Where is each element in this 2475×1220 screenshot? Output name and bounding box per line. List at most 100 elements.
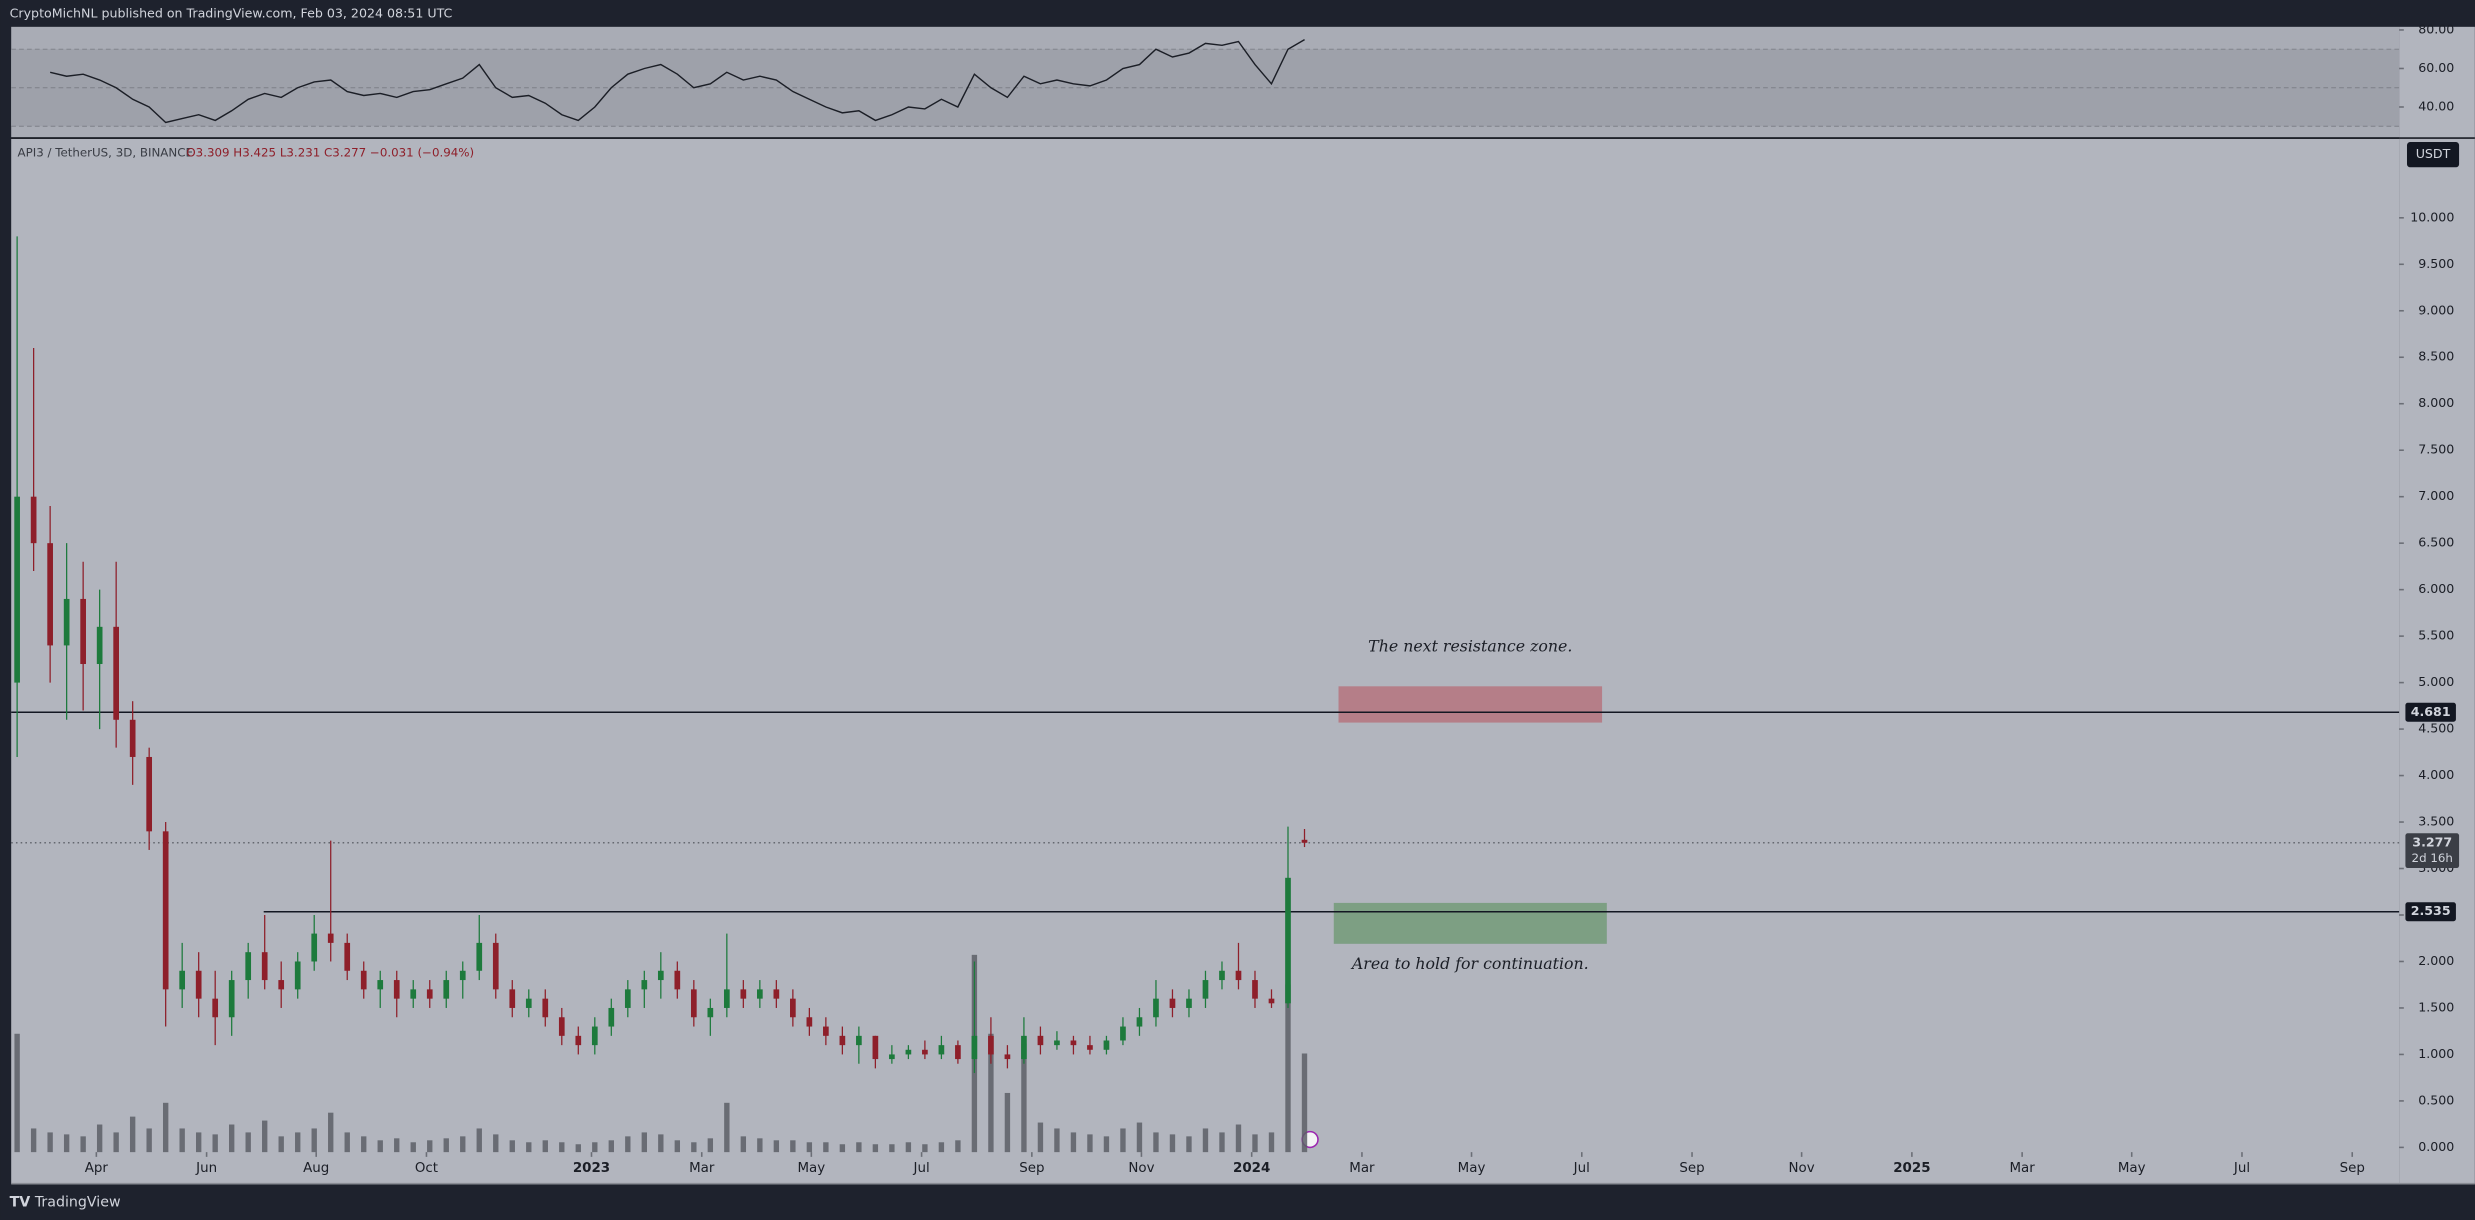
legend: API3 / TetherUS, 3D, BINANCE O3.309 H3.4… [18,146,475,160]
candle-body [839,1035,846,1046]
volume-bar [179,1128,185,1153]
brand: TradingView [34,1195,121,1211]
candle-body [988,1035,994,1055]
zone-label: The next resistance zone. [1368,637,1572,656]
volume-bar [823,1142,829,1153]
rsi-tick-label: 60.00 [2418,60,2454,75]
candle-body [63,598,70,646]
y-tick-label: 2.000 [2418,953,2454,968]
x-tick-label: Sep [2340,1161,2365,1176]
volume-bar [740,1136,747,1153]
currency-badge [2406,142,2460,168]
candle-body [1037,1035,1044,1046]
candle-body [1004,1054,1011,1060]
candle-body [922,1049,928,1055]
y-tick-label: 4.500 [2418,721,2454,736]
candle-body [971,1035,978,1060]
zone-label: Area to hold for continuation. [1350,954,1589,973]
y-tick-label: 7.500 [2418,442,2454,457]
candle-body [228,980,235,1018]
volume-bar [328,1112,334,1153]
x-tick-label: Sep [1019,1161,1044,1176]
x-tick-label: 2023 [573,1161,610,1176]
x-tick-label: Aug [303,1161,329,1176]
x-tick-label: Jul [912,1161,929,1176]
x-tick-label: Jul [1573,1161,1590,1176]
candle-body [806,1017,813,1027]
volume-bar [1252,1134,1258,1153]
volume-bar [47,1132,53,1153]
x-tick-label: Mar [689,1161,715,1176]
candle-body [162,831,169,990]
price-axis [2399,26,2475,1184]
candle-body [410,989,417,999]
candle-body [245,952,252,981]
candle-body [1252,980,1258,999]
level-badge [2405,702,2456,722]
volume-bar [1219,1132,1225,1153]
candle-body [905,1049,912,1055]
candle-body [542,998,549,1018]
candle-body [476,942,483,971]
y-tick-label: 9.000 [2418,302,2454,317]
volume-bar [641,1132,647,1153]
volume-bar [311,1128,317,1153]
last-price-badge [2405,833,2460,869]
x-tick-label: Jun [195,1161,217,1176]
volume-bar [856,1142,862,1153]
volume-bar [757,1138,763,1153]
volume-bar [1202,1128,1209,1153]
candle-body [955,1045,961,1060]
candle-body [393,980,400,999]
volume-bar [1153,1132,1159,1153]
volume-bar [658,1134,664,1153]
candle-body [856,1035,862,1046]
candle-body [30,496,37,544]
volume-bar [575,1144,581,1153]
volume-bar [245,1132,251,1153]
y-tick-label: 8.000 [2418,395,2454,410]
candle-body [459,970,466,981]
volume-bar [394,1138,400,1153]
candle-body [344,942,351,971]
x-tick-label: 2024 [1233,1161,1270,1176]
candle-body [723,989,730,1008]
volume-bar [195,1132,202,1153]
volume-bar [460,1136,466,1153]
volume-bar [229,1124,235,1153]
rsi-line [50,39,1305,124]
volume-bar [559,1142,565,1153]
x-tick-label: Oct [415,1161,438,1176]
y-tick-label: 0.000 [2418,1139,2454,1154]
x-tick-label: Mar [1349,1161,1375,1176]
volume-bar [509,1140,515,1153]
candle-body [47,543,53,646]
y-tick-label: 4.000 [2418,767,2454,782]
candle-body [377,980,384,990]
candle-body [823,1026,829,1036]
candle-body [1301,839,1308,843]
candle-body [1186,998,1192,1008]
candle-body [426,989,433,999]
candle-body [707,1007,714,1018]
volume-bar [1004,1092,1011,1153]
candle-body [790,998,796,1018]
volume-bar [361,1136,367,1153]
candle-body [1087,1045,1093,1050]
volume-bar [1301,1053,1308,1153]
candle-body [1235,970,1242,981]
candle-body [1219,970,1225,981]
candle-body [278,980,285,990]
candle-body [1021,1035,1027,1060]
candle-body [261,952,268,981]
candle-body [1103,1040,1110,1050]
candle-body [690,989,697,1018]
volume-bar [592,1142,598,1153]
candle-body [509,989,516,1008]
volume-bar [1136,1122,1143,1153]
candle-body [1268,998,1275,1004]
level-label: 2.535 [2411,903,2451,918]
y-tick-label: 6.000 [2418,581,2454,596]
volume-bar [63,1134,70,1153]
